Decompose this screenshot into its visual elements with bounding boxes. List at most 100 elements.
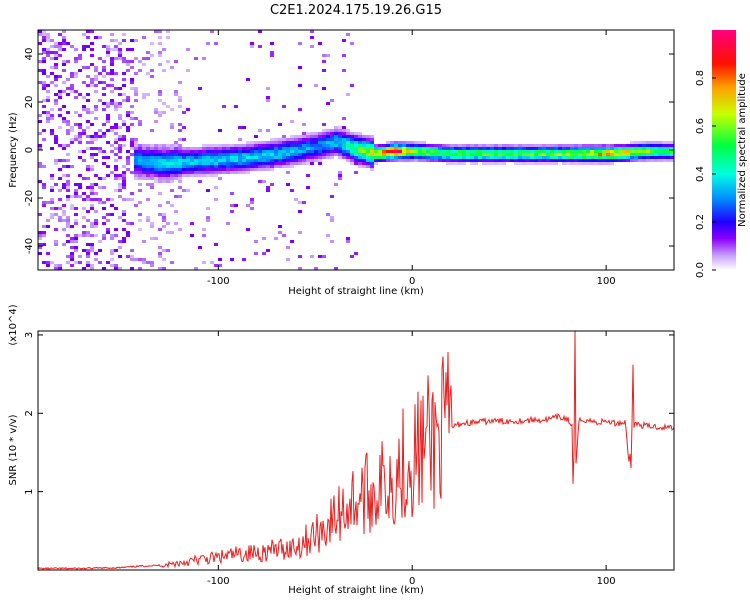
heatmap-cell — [206, 165, 210, 168]
heatmap-cell — [94, 105, 98, 108]
heatmap-cell — [66, 60, 70, 63]
heatmap-cell — [106, 198, 110, 201]
heatmap-cell — [294, 153, 298, 156]
heatmap-cell — [126, 99, 130, 102]
heatmap-cell — [342, 156, 346, 159]
heatmap-cell — [178, 150, 182, 153]
heatmap-cell — [66, 216, 70, 219]
heatmap-cell — [338, 135, 342, 138]
heatmap-cell — [582, 162, 586, 165]
heatmap-cell — [602, 162, 606, 165]
heatmap-cell — [422, 153, 426, 156]
heatmap-cell — [250, 45, 254, 48]
heatmap-cell — [186, 156, 190, 159]
heatmap-cell — [622, 147, 626, 150]
heatmap-cell — [118, 147, 122, 150]
heatmap-cell — [106, 156, 110, 159]
heatmap-cell — [102, 75, 106, 78]
heatmap-cell — [234, 105, 238, 108]
heatmap-cell — [526, 159, 530, 162]
heatmap-cell — [178, 144, 182, 147]
heatmap-cell — [158, 54, 162, 57]
heatmap-cell — [362, 141, 366, 144]
heatmap-cell — [530, 147, 534, 150]
heatmap-cell — [238, 144, 242, 147]
heatmap-cell — [138, 156, 142, 159]
heatmap-cell — [322, 87, 326, 90]
heatmap-cell — [90, 78, 94, 81]
heatmap-cell — [182, 171, 186, 174]
heatmap-cell — [266, 99, 270, 102]
heatmap-cell — [214, 171, 218, 174]
heatmap-cell — [306, 135, 310, 138]
heatmap-cell — [166, 231, 170, 234]
heatmap-cell — [658, 156, 662, 159]
heatmap-cell — [50, 72, 54, 75]
heatmap-cell — [218, 129, 222, 132]
heatmap-cell — [126, 234, 130, 237]
heatmap-cell — [146, 171, 150, 174]
heatmap-cell — [86, 231, 90, 234]
heatmap-cell — [194, 171, 198, 174]
heatmap-cell — [162, 48, 166, 51]
heatmap-cell — [258, 144, 262, 147]
heatmap-cell — [50, 81, 54, 84]
heatmap-cell — [194, 162, 198, 165]
heatmap-cell — [242, 156, 246, 159]
heatmap-cell — [178, 162, 182, 165]
heatmap-cell — [294, 135, 298, 138]
heatmap-cell — [114, 228, 118, 231]
heatmap-cell — [390, 159, 394, 162]
heatmap-cell — [110, 99, 114, 102]
heatmap-cell — [342, 69, 346, 72]
heatmap-cell — [146, 159, 150, 162]
heatmap-cell — [178, 138, 182, 141]
heatmap-cell — [226, 147, 230, 150]
heatmap-cell — [158, 168, 162, 171]
heatmap-cell — [230, 162, 234, 165]
heatmap-cell — [246, 165, 250, 168]
heatmap-cell — [442, 159, 446, 162]
heatmap-cell — [122, 174, 126, 177]
heatmap-cell — [606, 153, 610, 156]
heatmap-cell — [74, 135, 78, 138]
spectrogram-y-tick-label: 40 — [24, 48, 35, 61]
heatmap-cell — [310, 36, 314, 39]
heatmap-cell — [342, 144, 346, 147]
heatmap-cell — [174, 144, 178, 147]
colorbar-ticks: 0.00.20.40.60.8 — [695, 70, 716, 278]
heatmap-cell — [110, 69, 114, 72]
heatmap-cell — [46, 117, 50, 120]
heatmap-cell — [46, 114, 50, 117]
heatmap-cell — [266, 159, 270, 162]
heatmap-cell — [346, 150, 350, 153]
heatmap-cell — [654, 141, 658, 144]
heatmap-cell — [38, 165, 42, 168]
heatmap-cell — [330, 99, 334, 102]
heatmap-cell — [390, 144, 394, 147]
heatmap-cell — [282, 234, 286, 237]
heatmap-cell — [146, 57, 150, 60]
heatmap-cell — [618, 153, 622, 156]
heatmap-cell — [114, 87, 118, 90]
heatmap-cell — [614, 144, 618, 147]
heatmap-cell — [78, 234, 82, 237]
heatmap-cell — [386, 156, 390, 159]
heatmap-cell — [470, 153, 474, 156]
heatmap-cell — [490, 147, 494, 150]
heatmap-cell — [94, 117, 98, 120]
heatmap-cell — [78, 54, 82, 57]
heatmap-cell — [74, 240, 78, 243]
heatmap-cell — [46, 33, 50, 36]
heatmap-cell — [74, 237, 78, 240]
heatmap-cell — [274, 144, 278, 147]
heatmap-cell — [142, 165, 146, 168]
heatmap-cell — [118, 183, 122, 186]
heatmap-cell — [222, 150, 226, 153]
heatmap-cell — [58, 189, 62, 192]
heatmap-cell — [186, 108, 190, 111]
heatmap-cell — [506, 159, 510, 162]
heatmap-cell — [38, 42, 42, 45]
heatmap-cell — [118, 144, 122, 147]
heatmap-cell — [454, 144, 458, 147]
